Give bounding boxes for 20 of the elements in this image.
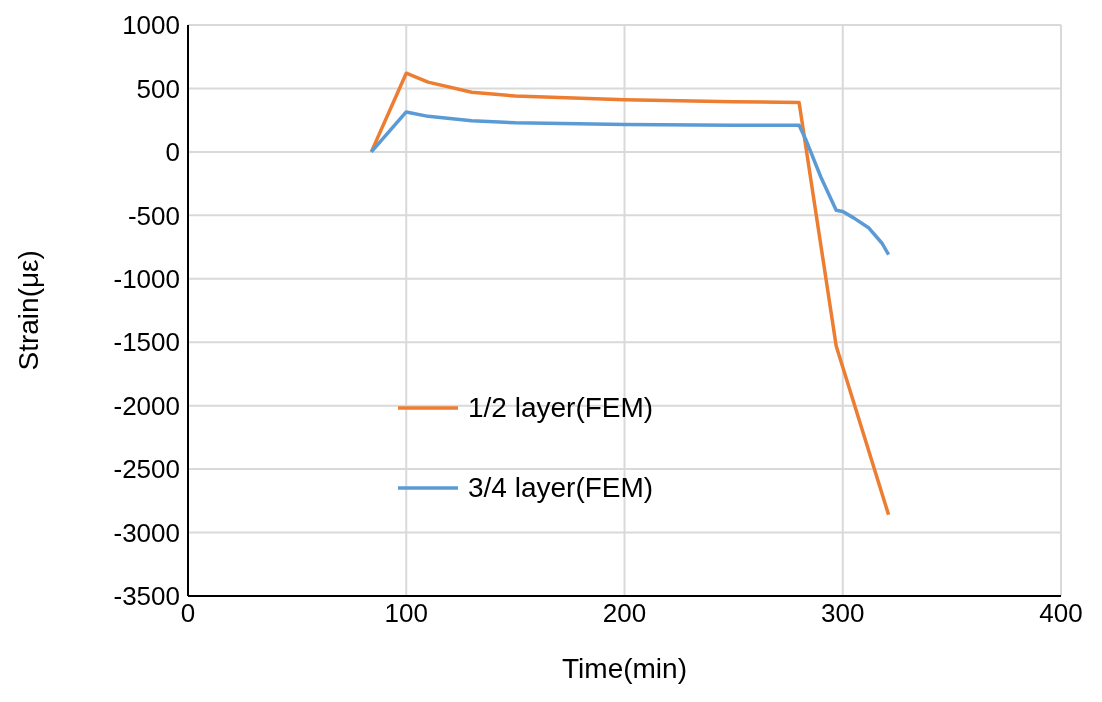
y-axis-title: Strain(με) bbox=[12, 250, 44, 371]
line-series bbox=[369, 71, 891, 517]
x-axis-title: Time(min) bbox=[562, 653, 687, 684]
y-tick-label: 0 bbox=[165, 137, 180, 168]
y-tick-label: -3000 bbox=[113, 517, 180, 548]
legend-label: 3/4 layer(FEM) bbox=[468, 472, 654, 504]
legend-label: 1/2 layer(FEM) bbox=[468, 392, 654, 424]
x-tick-label: 100 bbox=[384, 598, 428, 629]
x-tick-label: 200 bbox=[602, 598, 647, 629]
x-tick-label: 300 bbox=[821, 598, 865, 629]
y-tick-label: -1500 bbox=[113, 327, 180, 358]
y-tick-label: -2000 bbox=[113, 390, 180, 421]
line-series bbox=[369, 110, 891, 257]
y-tick-label: 1000 bbox=[122, 10, 180, 41]
x-tick-label: 400 bbox=[1039, 598, 1083, 629]
y-tick-label: 500 bbox=[136, 73, 180, 104]
y-tick-label: -3500 bbox=[113, 581, 180, 612]
y-tick-label: -500 bbox=[127, 200, 180, 231]
y-tick-label: -2500 bbox=[113, 454, 180, 485]
y-tick-label: -1000 bbox=[113, 264, 180, 295]
